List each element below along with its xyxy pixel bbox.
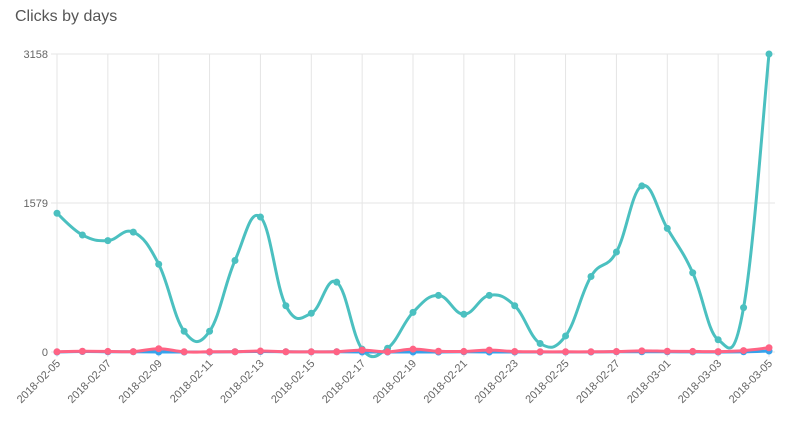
series-3-point[interactable] [612, 348, 620, 356]
series-1-point[interactable] [53, 209, 61, 217]
x-tick-label: 2018-02-05 [15, 358, 63, 406]
series-1-point[interactable] [78, 231, 86, 239]
x-tick-label: 2018-03-03 [676, 358, 724, 406]
x-tick-label: 2018-02-07 [66, 358, 114, 406]
x-tick-label: 2018-02-15 [269, 358, 317, 406]
series-1-point[interactable] [485, 291, 493, 299]
series-3-point[interactable] [663, 347, 671, 355]
series-1-point[interactable] [231, 256, 239, 264]
series-1-point[interactable] [460, 310, 468, 318]
x-tick-label: 2018-02-25 [523, 358, 571, 406]
series-3-point[interactable] [333, 348, 341, 356]
series-1-point[interactable] [282, 302, 290, 310]
x-tick-label: 2018-03-01 [625, 358, 673, 406]
series-3-point[interactable] [129, 348, 137, 356]
series-3-point[interactable] [358, 346, 366, 354]
series-1-point[interactable] [511, 302, 519, 310]
series-3-point[interactable] [587, 348, 595, 356]
series-3-point[interactable] [511, 348, 519, 356]
series-1-point[interactable] [638, 182, 646, 190]
series-1-point[interactable] [256, 213, 264, 221]
series-3-point[interactable] [104, 347, 112, 355]
series-1-point[interactable] [536, 340, 544, 348]
series-1-point[interactable] [765, 50, 773, 58]
series-3-point[interactable] [460, 347, 468, 355]
series-1-point[interactable] [714, 336, 722, 344]
x-tick-label: 2018-03-05 [727, 358, 775, 406]
x-tick-label: 2018-02-17 [320, 358, 368, 406]
series-3-point[interactable] [485, 346, 493, 354]
series-3-point[interactable] [155, 345, 163, 353]
series-3-point[interactable] [689, 347, 697, 355]
series-3-point[interactable] [307, 348, 315, 356]
series-3-point[interactable] [434, 347, 442, 355]
series-3-point[interactable] [206, 348, 214, 356]
y-tick-label: 1579 [24, 198, 48, 210]
x-tick-label: 2018-02-11 [168, 358, 216, 406]
series-1-point[interactable] [689, 269, 697, 277]
x-tick-label: 2018-02-09 [117, 358, 165, 406]
series-1-point[interactable] [409, 308, 417, 316]
series-3-point[interactable] [180, 348, 188, 356]
series-1-point[interactable] [740, 304, 748, 312]
series-1-point[interactable] [307, 309, 315, 317]
x-tick-label: 2018-02-13 [218, 358, 266, 406]
series-1-point[interactable] [206, 327, 214, 335]
x-tick-label: 2018-02-21 [422, 358, 470, 406]
series-3-point[interactable] [638, 347, 646, 355]
series-3-point[interactable] [765, 344, 773, 352]
series-3-point[interactable] [256, 347, 264, 355]
series-1-point[interactable] [434, 291, 442, 299]
series-1-point[interactable] [663, 224, 671, 232]
series-3-point[interactable] [536, 348, 544, 356]
series-1-point[interactable] [562, 332, 570, 340]
series-1-point[interactable] [155, 260, 163, 268]
series-3-point[interactable] [282, 348, 290, 356]
series-3-point[interactable] [78, 347, 86, 355]
series-3-point[interactable] [740, 347, 748, 355]
series-3-point[interactable] [231, 348, 239, 356]
series-3-point[interactable] [562, 348, 570, 356]
series-3-point[interactable] [53, 348, 61, 356]
series-1-point[interactable] [587, 273, 595, 281]
y-tick-label: 3158 [24, 49, 48, 61]
series-1-point[interactable] [104, 237, 112, 245]
x-tick-label: 2018-02-27 [574, 358, 622, 406]
x-tick-label: 2018-02-19 [371, 358, 419, 406]
chart-title: Clicks by days [15, 8, 118, 25]
series-1-point[interactable] [333, 278, 341, 286]
series-1-point[interactable] [180, 327, 188, 335]
x-tick-label: 2018-02-23 [473, 358, 521, 406]
series-3-point[interactable] [714, 348, 722, 356]
series-1-point[interactable] [129, 228, 137, 236]
series-1-point[interactable] [612, 248, 620, 256]
y-tick-label: 0 [42, 347, 48, 359]
series-3-point[interactable] [409, 345, 417, 353]
series-3-point[interactable] [384, 348, 392, 356]
